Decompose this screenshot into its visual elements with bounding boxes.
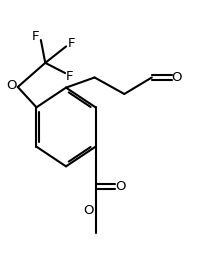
Text: O: O (6, 79, 16, 92)
Text: F: F (67, 37, 75, 50)
Text: O: O (115, 180, 125, 193)
Text: O: O (84, 204, 94, 217)
Text: F: F (66, 70, 74, 83)
Text: F: F (32, 30, 39, 43)
Text: O: O (171, 71, 182, 84)
